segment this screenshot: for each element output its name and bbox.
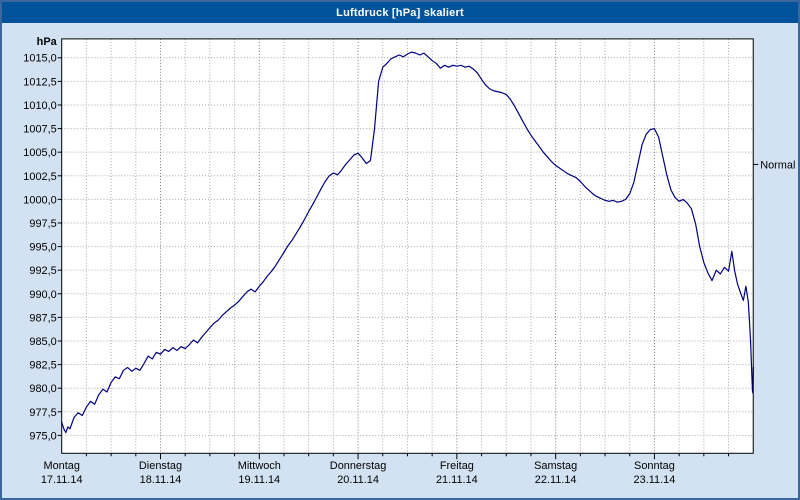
y-tick-label: 985,0 <box>29 336 56 348</box>
x-axis-date-label: 17.11.14 <box>41 474 83 486</box>
y-tick-label: 990,0 <box>29 289 56 301</box>
x-axis-date-label: 22.11.14 <box>535 474 577 486</box>
x-axis-date-label: 21.11.14 <box>436 474 478 486</box>
x-axis-day-label: Samstag <box>534 460 577 472</box>
normal-marker-label: Normal <box>760 159 795 171</box>
pressure-line <box>61 51 754 434</box>
y-tick-label: 1000,0 <box>23 194 56 206</box>
y-tick-label: 1002,5 <box>23 171 56 183</box>
x-axis-day-label: Dienstag <box>139 460 182 472</box>
x-axis-date-label: 18.11.14 <box>140 474 182 486</box>
plot-border <box>61 38 754 454</box>
title-bar: Luftdruck [hPa] skaliert <box>2 2 798 23</box>
x-axis-day-label: Freitag <box>440 460 474 472</box>
x-axis-date-label: 23.11.14 <box>634 474 676 486</box>
y-tick-label: 1005,0 <box>23 147 56 159</box>
pressure-line-chart: 1015,0 1012,5 1010,0 1007,5 1005,0 1002,5 1000… <box>23 36 795 486</box>
y-tick-label: 992,5 <box>29 265 56 277</box>
y-tick-label: 975,0 <box>29 430 56 442</box>
x-axis-day-label: Montag <box>43 460 79 472</box>
y-tick-label: 1015,0 <box>23 53 56 65</box>
y-tick-label: 1012,5 <box>23 76 56 88</box>
y-tick-label: 977,5 <box>29 407 56 419</box>
x-axis-day-label: Donnerstag <box>330 460 387 472</box>
y-tick-label: 1010,0 <box>23 100 56 112</box>
y-tick-label: 997,5 <box>29 218 56 230</box>
y-tick-label: 987,5 <box>29 312 56 324</box>
x-axis-date-label: 20.11.14 <box>337 474 379 486</box>
chart-region: 1015,0 1012,5 1010,0 1007,5 1005,0 1002,5 1000… <box>2 23 798 498</box>
x-axis-day-label: Mittwoch <box>238 460 281 472</box>
y-axis-unit-label: hPa <box>37 36 58 48</box>
x-axis-date-label: 19.11.14 <box>238 474 280 486</box>
y-tick-label: 982,5 <box>29 360 56 372</box>
y-tick-label: 980,0 <box>29 383 56 395</box>
window-title: Luftdruck [hPa] skaliert <box>336 6 464 19</box>
x-axis-day-label: Sonntag <box>634 460 675 472</box>
y-tick-label: 995,0 <box>29 242 56 254</box>
y-tick-label: 1007,5 <box>23 124 56 136</box>
